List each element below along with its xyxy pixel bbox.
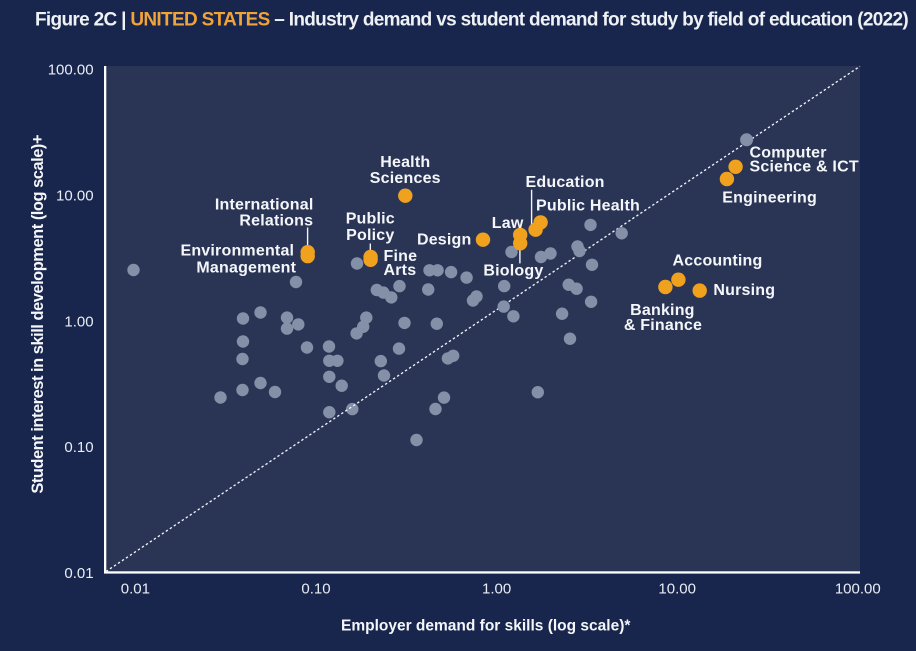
svg-text:Biology: Biology xyxy=(483,263,543,280)
svg-text:Public Health: Public Health xyxy=(536,198,640,215)
svg-text:Student interest in skill deve: Student interest in skill development (l… xyxy=(29,135,47,494)
svg-text:0.01: 0.01 xyxy=(121,580,150,597)
svg-text:1.00: 1.00 xyxy=(482,580,511,597)
svg-text:0.10: 0.10 xyxy=(64,439,93,456)
svg-text:Public: Public xyxy=(346,211,395,228)
svg-text:10.00: 10.00 xyxy=(56,187,94,204)
svg-text:Policy: Policy xyxy=(346,227,394,244)
svg-text:Engineering: Engineering xyxy=(722,190,817,207)
svg-text:Law: Law xyxy=(492,215,524,232)
svg-text:Science & ICT: Science & ICT xyxy=(750,159,859,176)
svg-text:Environmental: Environmental xyxy=(180,243,294,260)
svg-text:Relations: Relations xyxy=(239,212,313,229)
svg-text:Design: Design xyxy=(417,231,472,248)
svg-text:Education: Education xyxy=(526,174,605,191)
svg-text:100.00: 100.00 xyxy=(48,61,94,78)
svg-text:Health: Health xyxy=(380,154,430,171)
svg-text:Accounting: Accounting xyxy=(673,253,763,270)
svg-text:Nursing: Nursing xyxy=(713,282,775,299)
svg-text:Employer demand for skills (lo: Employer demand for skills (log scale)* xyxy=(341,618,631,635)
svg-text:Management: Management xyxy=(196,260,296,277)
svg-text:1.00: 1.00 xyxy=(64,313,93,330)
svg-text:0.01: 0.01 xyxy=(64,565,93,582)
svg-text:Banking: Banking xyxy=(630,302,695,319)
svg-text:Computer: Computer xyxy=(750,144,827,161)
svg-text:Arts: Arts xyxy=(384,262,417,279)
svg-text:100.00: 100.00 xyxy=(835,580,881,597)
svg-text:International: International xyxy=(215,196,314,213)
svg-text:0.10: 0.10 xyxy=(301,580,330,597)
svg-text:Fine: Fine xyxy=(384,248,418,265)
svg-text:10.00: 10.00 xyxy=(658,580,696,597)
svg-text:Sciences: Sciences xyxy=(370,170,441,187)
svg-text:& Finance: & Finance xyxy=(624,317,702,334)
svg-text:Figure 2C | UNITED STATES – In: Figure 2C | UNITED STATES – Industry dem… xyxy=(35,10,908,31)
